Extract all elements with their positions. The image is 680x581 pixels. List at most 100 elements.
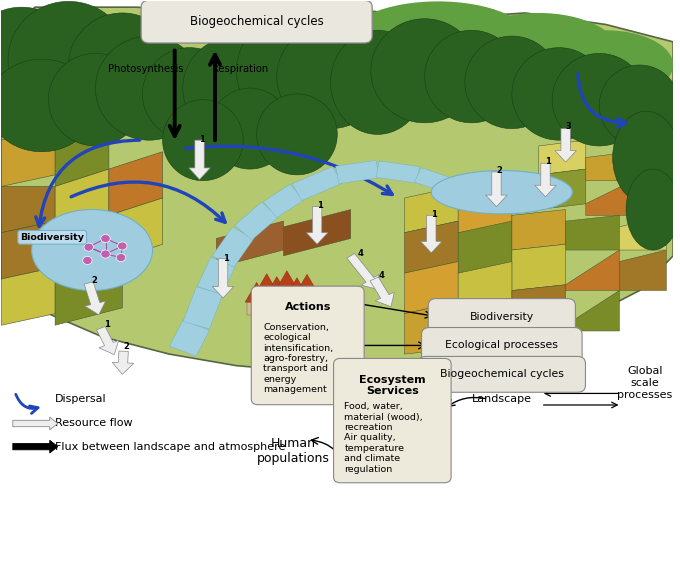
Ellipse shape xyxy=(95,36,203,140)
Ellipse shape xyxy=(539,30,673,100)
Text: 1: 1 xyxy=(431,210,437,219)
Text: 2: 2 xyxy=(91,276,97,285)
Polygon shape xyxy=(585,181,633,216)
Circle shape xyxy=(84,243,93,251)
Ellipse shape xyxy=(431,170,573,214)
Polygon shape xyxy=(296,274,318,294)
Polygon shape xyxy=(1,128,55,187)
FancyBboxPatch shape xyxy=(334,358,451,483)
Bar xyxy=(282,308,301,321)
FancyArrow shape xyxy=(112,351,134,374)
Ellipse shape xyxy=(256,94,337,175)
Polygon shape xyxy=(376,161,420,183)
Polygon shape xyxy=(405,261,458,314)
Ellipse shape xyxy=(0,7,82,134)
Ellipse shape xyxy=(613,111,680,204)
Text: Flux between landscape and atmosphere: Flux between landscape and atmosphere xyxy=(55,442,286,451)
Polygon shape xyxy=(263,184,304,217)
Text: 1: 1 xyxy=(317,201,323,210)
Ellipse shape xyxy=(626,169,680,250)
Polygon shape xyxy=(269,286,292,306)
Polygon shape xyxy=(284,210,351,256)
Circle shape xyxy=(101,234,110,242)
Ellipse shape xyxy=(263,7,411,77)
FancyArrow shape xyxy=(189,140,210,180)
Polygon shape xyxy=(169,320,209,356)
Circle shape xyxy=(83,256,92,264)
Polygon shape xyxy=(335,160,379,184)
Polygon shape xyxy=(566,250,619,290)
Text: Human
populations: Human populations xyxy=(257,437,330,465)
Polygon shape xyxy=(405,187,458,232)
Polygon shape xyxy=(197,257,235,295)
Bar xyxy=(257,310,276,323)
Polygon shape xyxy=(458,192,512,232)
FancyArrow shape xyxy=(370,277,394,307)
Ellipse shape xyxy=(552,53,646,146)
Text: Food, water,
material (wood),
recreation
Air quality,
temperature
and climate
re: Food, water, material (wood), recreation… xyxy=(344,402,423,474)
Polygon shape xyxy=(286,278,308,297)
Polygon shape xyxy=(458,302,512,354)
FancyBboxPatch shape xyxy=(428,299,575,335)
Text: 1: 1 xyxy=(199,135,205,144)
Polygon shape xyxy=(183,287,223,329)
FancyArrow shape xyxy=(84,282,105,315)
Text: 4: 4 xyxy=(357,249,363,259)
FancyArrow shape xyxy=(97,327,119,354)
Polygon shape xyxy=(539,140,585,175)
Polygon shape xyxy=(267,294,290,314)
FancyArrow shape xyxy=(486,172,507,207)
Polygon shape xyxy=(566,216,619,250)
FancyArrow shape xyxy=(13,417,58,430)
Text: Ecological processes: Ecological processes xyxy=(445,340,558,350)
Ellipse shape xyxy=(31,210,152,290)
Ellipse shape xyxy=(465,36,559,128)
Polygon shape xyxy=(1,7,673,371)
Text: 4: 4 xyxy=(378,271,384,280)
FancyArrow shape xyxy=(534,163,556,197)
Polygon shape xyxy=(1,267,55,325)
Polygon shape xyxy=(279,297,302,317)
Ellipse shape xyxy=(142,48,237,140)
Text: Dispersal: Dispersal xyxy=(55,394,107,404)
Polygon shape xyxy=(512,210,566,250)
Ellipse shape xyxy=(371,19,478,123)
Text: Actions: Actions xyxy=(284,302,331,313)
Polygon shape xyxy=(109,198,163,261)
FancyArrow shape xyxy=(307,207,328,244)
Polygon shape xyxy=(619,250,666,290)
Ellipse shape xyxy=(48,53,142,146)
Bar xyxy=(281,317,300,329)
FancyArrow shape xyxy=(13,440,58,453)
Polygon shape xyxy=(280,288,303,308)
Polygon shape xyxy=(512,285,566,331)
Polygon shape xyxy=(235,202,279,240)
Text: Ecosystem
Services: Ecosystem Services xyxy=(359,375,426,396)
Polygon shape xyxy=(212,227,254,267)
Polygon shape xyxy=(55,261,122,325)
Polygon shape xyxy=(405,302,458,354)
Bar xyxy=(257,293,276,306)
Ellipse shape xyxy=(512,48,606,140)
Circle shape xyxy=(118,242,127,250)
Text: Resource flow: Resource flow xyxy=(55,418,133,429)
Polygon shape xyxy=(265,277,288,296)
Ellipse shape xyxy=(8,1,129,117)
FancyBboxPatch shape xyxy=(252,286,364,405)
Ellipse shape xyxy=(599,65,680,146)
Bar xyxy=(271,306,290,319)
Bar xyxy=(267,296,286,309)
Text: 2: 2 xyxy=(123,342,129,351)
Polygon shape xyxy=(415,168,455,193)
Polygon shape xyxy=(216,221,284,267)
Ellipse shape xyxy=(277,24,384,128)
Polygon shape xyxy=(1,221,55,279)
Ellipse shape xyxy=(458,13,619,94)
Polygon shape xyxy=(275,271,299,290)
Polygon shape xyxy=(109,152,163,216)
Ellipse shape xyxy=(163,100,243,181)
Ellipse shape xyxy=(344,1,532,83)
Text: Landscape: Landscape xyxy=(472,394,532,404)
Polygon shape xyxy=(566,290,619,331)
Bar xyxy=(288,297,307,310)
